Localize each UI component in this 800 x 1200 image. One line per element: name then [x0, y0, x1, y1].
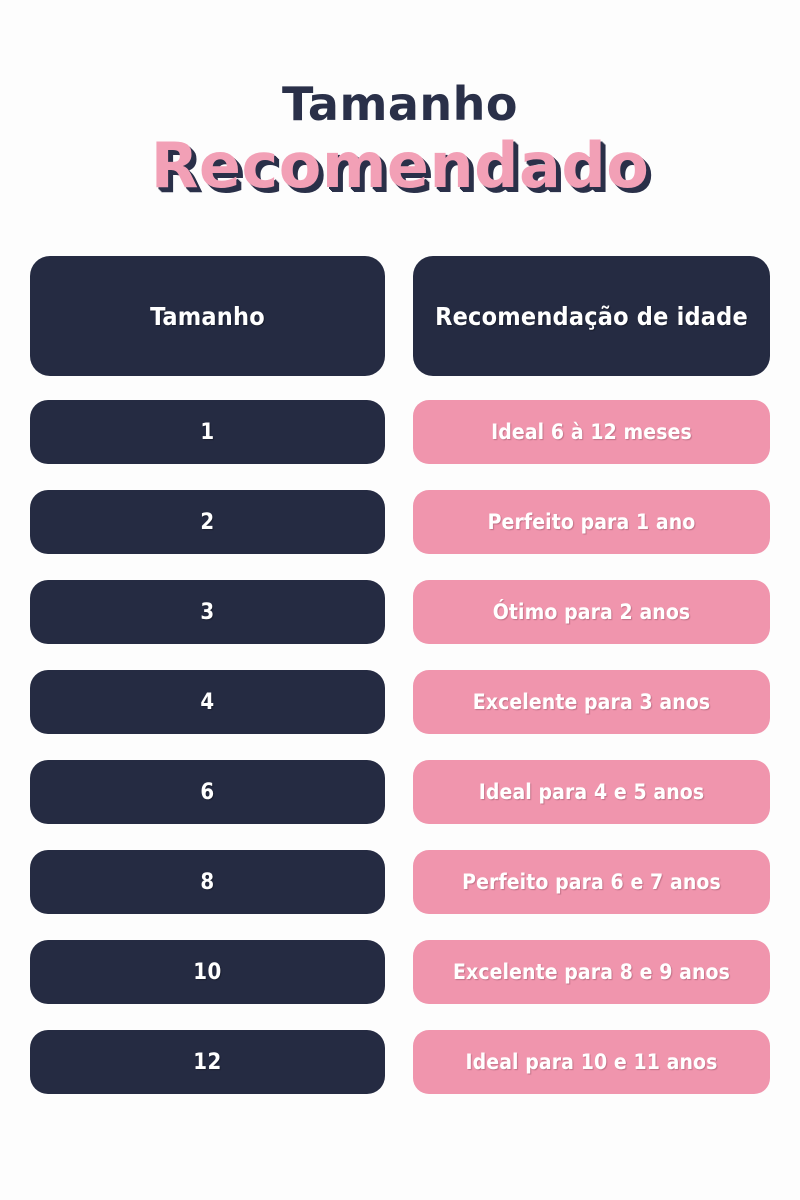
cell-age: Ótimo para 2 anos — [413, 580, 770, 644]
size-value: 12 — [193, 1049, 222, 1075]
cell-size: 12 — [30, 1030, 385, 1094]
header-label-age: Recomendação de idade — [435, 301, 748, 331]
age-value: Ideal 6 à 12 meses — [491, 420, 692, 444]
title-line-primary: Tamanho — [281, 77, 519, 131]
header-cell-size: Tamanho — [30, 256, 385, 376]
header-cell-age: Recomendação de idade — [413, 256, 770, 376]
cell-size: 3 — [30, 580, 385, 644]
age-value: Ideal para 4 e 5 anos — [478, 780, 705, 804]
size-recommendation-table: Tamanho Recomendação de idade 1 Ideal 6 … — [30, 256, 770, 1094]
cell-size: 2 — [30, 490, 385, 554]
size-value: 3 — [200, 599, 215, 625]
cell-size: 10 — [30, 940, 385, 1004]
table-row: 3 Ótimo para 2 anos — [30, 580, 770, 644]
age-value: Ótimo para 2 anos — [492, 600, 691, 624]
table-header-row: Tamanho Recomendação de idade — [30, 256, 770, 376]
table-row: 1 Ideal 6 à 12 meses — [30, 400, 770, 464]
table-row: 12 Ideal para 10 e 11 anos — [30, 1030, 770, 1094]
cell-size: 4 — [30, 670, 385, 734]
cell-age: Excelente para 8 e 9 anos — [413, 940, 770, 1004]
size-value: 8 — [200, 869, 215, 895]
cell-size: 1 — [30, 400, 385, 464]
age-value: Ideal para 10 e 11 anos — [465, 1050, 718, 1074]
size-value: 4 — [200, 689, 215, 715]
table-row: 4 Excelente para 3 anos — [30, 670, 770, 734]
size-value: 10 — [193, 959, 222, 985]
table-row: 6 Ideal para 4 e 5 anos — [30, 760, 770, 824]
cell-size: 6 — [30, 760, 385, 824]
page-title: Tamanho Recomendado — [0, 78, 800, 200]
age-value: Excelente para 3 anos — [472, 690, 711, 714]
cell-age: Ideal para 10 e 11 anos — [413, 1030, 770, 1094]
age-value: Excelente para 8 e 9 anos — [453, 960, 730, 984]
size-value: 6 — [200, 779, 215, 805]
cell-age: Excelente para 3 anos — [413, 670, 770, 734]
cell-age: Perfeito para 6 e 7 anos — [413, 850, 770, 914]
cell-age: Perfeito para 1 ano — [413, 490, 770, 554]
cell-age: Ideal para 4 e 5 anos — [413, 760, 770, 824]
table-row: 2 Perfeito para 1 ano — [30, 490, 770, 554]
table-row: 8 Perfeito para 6 e 7 anos — [30, 850, 770, 914]
size-value: 1 — [200, 419, 215, 445]
table-row: 10 Excelente para 8 e 9 anos — [30, 940, 770, 1004]
age-value: Perfeito para 6 e 7 anos — [462, 870, 721, 894]
size-value: 2 — [200, 509, 215, 535]
title-line-secondary: Recomendado — [150, 129, 650, 202]
cell-size: 8 — [30, 850, 385, 914]
cell-age: Ideal 6 à 12 meses — [413, 400, 770, 464]
header-label-size: Tamanho — [150, 301, 265, 331]
age-value: Perfeito para 1 ano — [487, 510, 696, 534]
